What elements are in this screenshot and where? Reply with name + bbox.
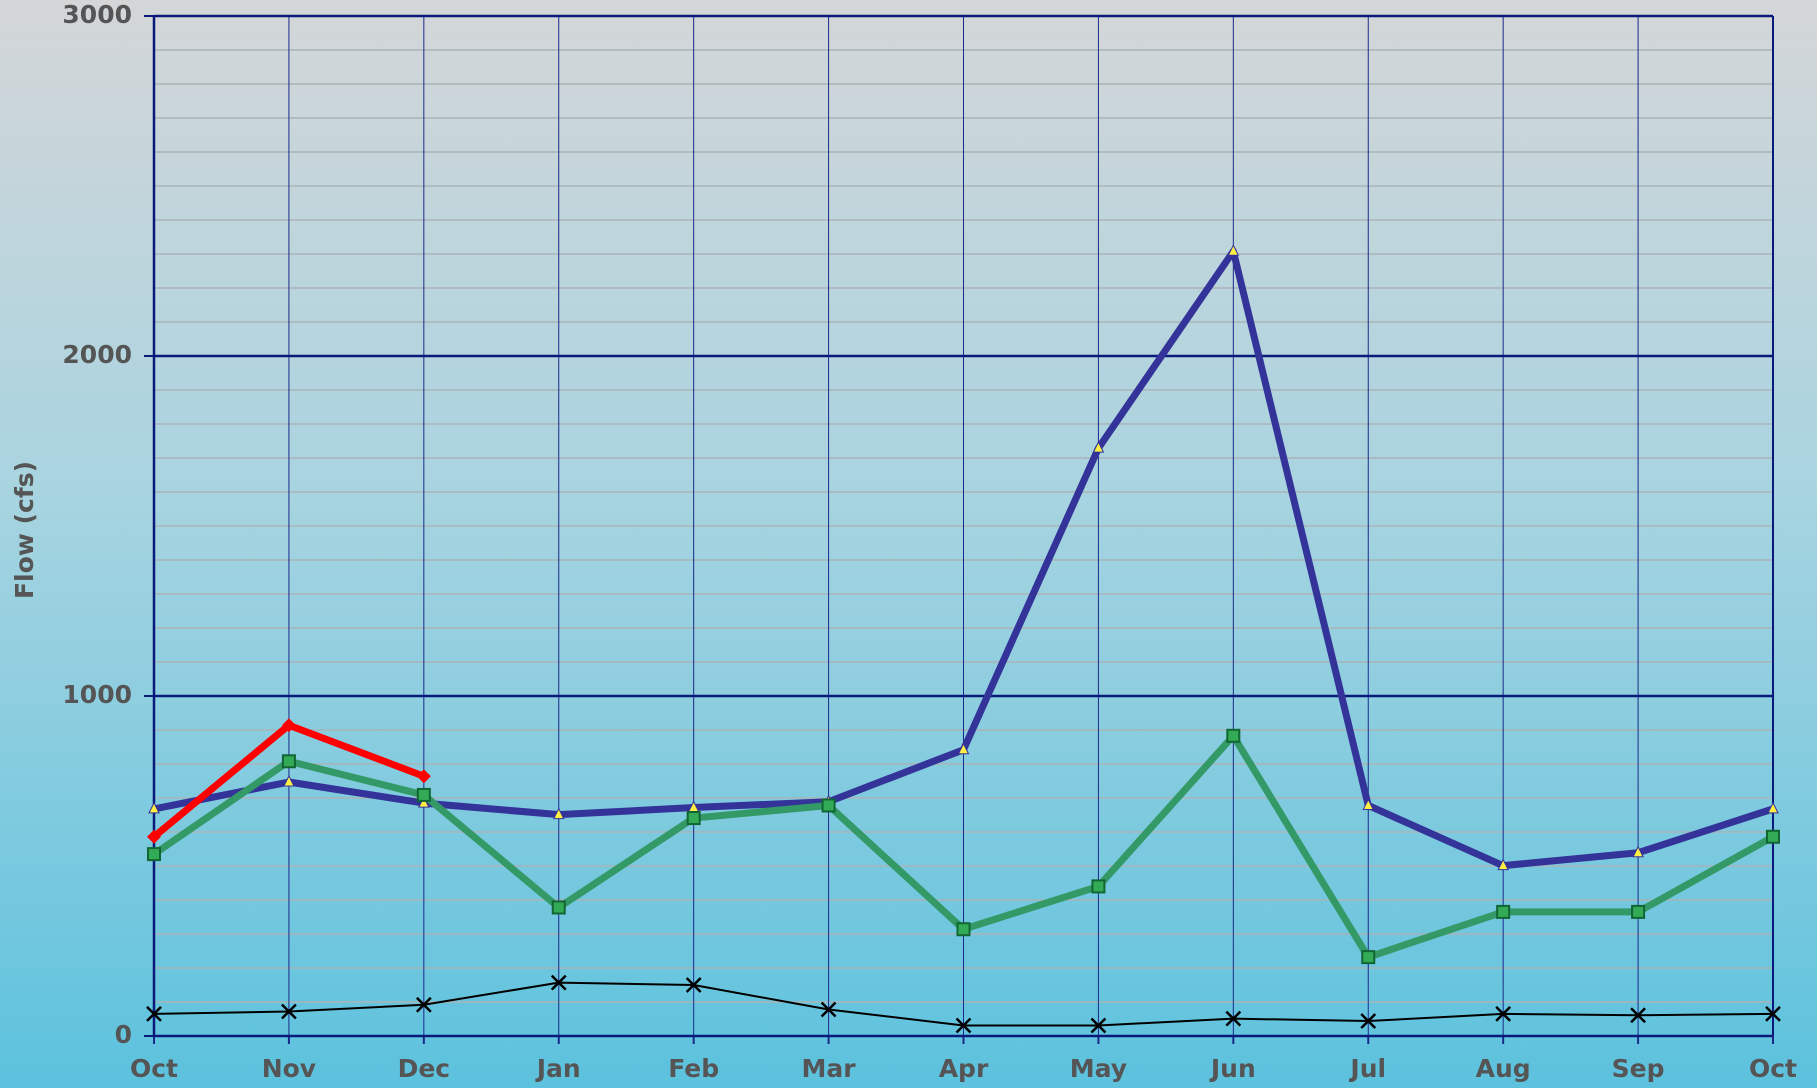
marker <box>281 754 296 769</box>
marker <box>1495 1006 1512 1022</box>
marker <box>1092 441 1105 453</box>
marker <box>416 769 431 784</box>
marker <box>956 922 971 937</box>
y-tick-label: 3000 <box>62 0 132 29</box>
marker <box>416 787 431 802</box>
marker <box>147 829 161 844</box>
marker <box>415 996 432 1013</box>
x-tick-label: May <box>1070 1054 1127 1083</box>
marker <box>820 1001 837 1018</box>
marker <box>1226 728 1241 743</box>
marker <box>957 742 970 755</box>
marker <box>281 718 296 733</box>
y-tick-label: 2000 <box>62 340 132 369</box>
marker <box>1631 904 1646 919</box>
marker <box>147 847 161 862</box>
marker <box>1091 879 1106 894</box>
x-tick-label: Jun <box>1209 1054 1256 1083</box>
marker <box>1362 798 1375 810</box>
marker <box>418 795 430 808</box>
marker <box>1360 1013 1377 1029</box>
x-tick-label: Aug <box>1476 1054 1531 1083</box>
x-tick-label: Oct <box>1749 1054 1797 1083</box>
marker <box>1497 858 1509 871</box>
marker <box>1766 829 1780 844</box>
marker <box>550 974 567 991</box>
marker <box>552 807 565 820</box>
marker <box>1227 244 1240 256</box>
marker <box>1225 1010 1242 1027</box>
x-tick-label: Oct <box>130 1054 178 1083</box>
x-tick-label: Apr <box>939 1054 989 1083</box>
marker <box>685 977 702 993</box>
marker <box>1765 1006 1781 1022</box>
marker <box>281 1003 297 1020</box>
x-tick-label: Dec <box>398 1054 451 1083</box>
marker <box>551 900 566 915</box>
marker <box>955 1017 972 1034</box>
marker <box>283 774 295 787</box>
marker <box>146 1006 162 1022</box>
y-axis-label: Flow (cfs) <box>10 461 39 599</box>
marker <box>1361 950 1376 965</box>
marker <box>1632 845 1644 858</box>
y-tick-label: 0 <box>115 1020 132 1049</box>
x-tick-label: Nov <box>262 1054 316 1083</box>
marker <box>1496 904 1511 919</box>
x-tick-label: Mar <box>802 1054 857 1083</box>
y-tick-label: 1000 <box>62 680 132 709</box>
marker <box>1630 1007 1646 1024</box>
marker <box>821 798 836 813</box>
marker <box>1090 1017 1107 1034</box>
marker <box>1767 801 1779 814</box>
x-tick-label: Feb <box>668 1054 719 1083</box>
x-tick-label: Jul <box>1348 1054 1386 1083</box>
marker <box>686 811 701 826</box>
x-tick-label: Jan <box>535 1054 581 1083</box>
marker <box>148 801 160 814</box>
x-tick-label: Sep <box>1612 1054 1665 1083</box>
